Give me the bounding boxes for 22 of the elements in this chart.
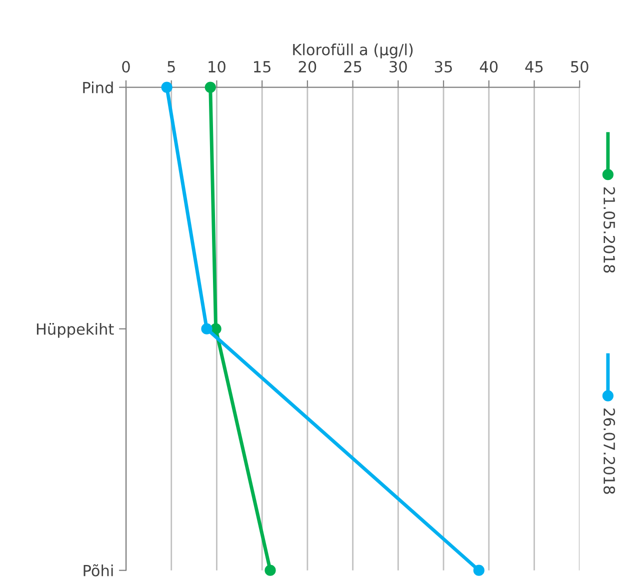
x-tick-label: 25	[344, 60, 362, 73]
point	[161, 82, 172, 93]
x-tick-label: 40	[480, 60, 498, 73]
legend-label: 21.05.2018	[604, 187, 616, 273]
x-tick-label: 10	[208, 60, 226, 73]
point	[201, 323, 212, 334]
x-tick-label: 20	[298, 60, 316, 73]
x-tick-label: 0	[122, 60, 130, 73]
x-tick-label: 15	[254, 61, 270, 73]
x-tick-label: 45	[525, 61, 543, 73]
x-tick-label: 5	[168, 61, 175, 73]
x-tick-label: 50	[571, 60, 588, 73]
y-tick-label: Hüppekiht	[36, 323, 114, 338]
x-tick-label: 30	[390, 60, 407, 73]
legend-label: 26.07.2018	[604, 408, 616, 494]
x-tick-label: 35	[434, 60, 452, 73]
y-tick-label: Põhi	[84, 564, 113, 576]
point	[204, 82, 216, 93]
y-tick-label: Pind	[83, 81, 113, 94]
x-axis-title: Klorofüll a (µg/l)	[293, 44, 413, 58]
point	[264, 564, 276, 576]
point	[473, 564, 484, 576]
